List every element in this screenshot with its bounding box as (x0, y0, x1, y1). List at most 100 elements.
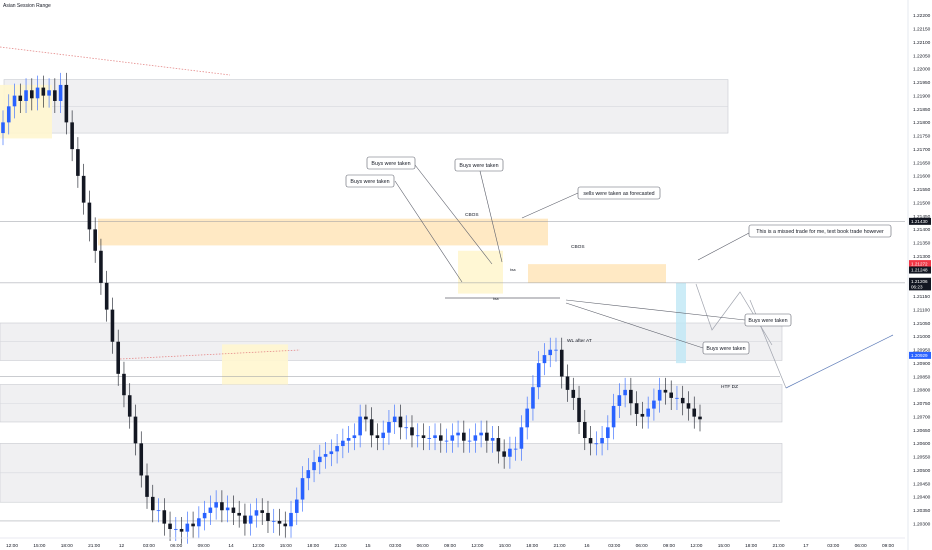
callouts-layer: Buys were taken Buys were taken Buys were … (345, 156, 892, 390)
y-tick-label: 1.22000 (913, 67, 931, 73)
candle-body (565, 376, 570, 390)
candle-body (277, 520, 282, 524)
x-tick-label: 18:00 (526, 543, 538, 549)
candle-body (600, 438, 604, 444)
candle-body (456, 432, 460, 436)
candle-body (53, 90, 57, 101)
candle-body (554, 349, 558, 351)
candle-body (369, 419, 374, 436)
chart-label: CBOS (465, 212, 479, 218)
price-tag (909, 217, 931, 225)
candle-body (623, 389, 627, 396)
candle-body (197, 518, 201, 527)
y-tick-label: 1.21750 (913, 134, 931, 140)
x-tick-label: 14 (228, 543, 234, 549)
callout-box (454, 158, 504, 172)
x-tick-label: 15:00 (499, 543, 511, 549)
y-tick-label: 1.20300 (913, 521, 931, 527)
candle-body (629, 389, 633, 404)
y-tick-label: 1.21650 (913, 160, 931, 166)
callout-box (744, 313, 792, 327)
candle-body (243, 515, 247, 524)
y-tick-label: 1.20900 (913, 361, 931, 367)
y-tick-label: 1.20600 (913, 441, 931, 447)
candle-body (110, 309, 115, 342)
zone-rect (528, 264, 666, 283)
x-tick-label: 06:00 (417, 543, 429, 549)
y-tick-label: 1.21800 (913, 120, 931, 126)
candle-body (582, 421, 587, 439)
candle-body (640, 413, 645, 417)
candle-body (254, 510, 259, 516)
candles-layer (1, 72, 702, 544)
y-tick-label: 1.20800 (913, 388, 931, 394)
callout-box (577, 186, 661, 200)
x-tick-label: 12:00 (471, 543, 483, 549)
callout-pointer (565, 302, 704, 349)
chart-label: CBOS (571, 244, 585, 250)
candle-body (127, 395, 132, 417)
trend-line (119, 349, 301, 360)
candle-body (577, 397, 581, 422)
x-tick-label: 09:00 (198, 543, 210, 549)
candle-body (450, 435, 455, 441)
candle-body (271, 520, 276, 522)
candle-body (652, 400, 656, 409)
candle-body (438, 435, 443, 441)
y-tick-label: 1.20750 (913, 401, 931, 407)
callout-text: Buys were taken (748, 318, 787, 324)
x-tick-label: 09:00 (882, 543, 894, 549)
x-tick-label: 21:00 (553, 543, 565, 549)
candle-body (410, 427, 414, 436)
candle-body (657, 389, 662, 401)
y-tick-label: 1.21950 (913, 80, 931, 86)
candle-body (156, 510, 161, 512)
x-tick-label: 15:00 (280, 543, 292, 549)
candle-body (133, 416, 138, 444)
candle-body (364, 416, 368, 420)
x-tick-label: 17 (803, 543, 809, 549)
candle-body (341, 440, 345, 447)
candle-body (531, 387, 535, 409)
x-tick-label: 18:00 (307, 543, 319, 549)
session-box (458, 250, 503, 294)
candle-body (162, 510, 167, 524)
candle-body (433, 435, 437, 439)
candle-body (519, 427, 524, 449)
callout-box (748, 224, 892, 238)
y-tick-label: 1.21000 (913, 334, 931, 340)
y-tick-label: 1.21500 (913, 200, 931, 206)
x-tick-label: 12:00 (690, 543, 702, 549)
candle-body (571, 389, 576, 398)
candle-body (606, 427, 610, 439)
candle-body (231, 507, 236, 513)
price-axis: 1.22200 1.22150 1.22100 1.22050 1.22000 1.219… (907, 0, 931, 550)
candle-body (536, 363, 541, 388)
candle-body (588, 438, 593, 444)
candle-body (300, 478, 305, 500)
y-tick-label: 1.21550 (913, 187, 931, 193)
candle-body (6, 106, 11, 123)
x-tick-label: 03:00 (389, 543, 401, 549)
candle-body (318, 456, 322, 463)
callout-pointer (697, 232, 750, 261)
y-tick-label: 1.21100 (913, 307, 930, 313)
candle-body (427, 438, 432, 439)
x-tick-label: 03:00 (143, 543, 155, 549)
candle-body (266, 512, 270, 521)
candle-body (323, 454, 328, 457)
x-tick-label: 15:00 (33, 543, 45, 549)
candle-body (76, 149, 80, 176)
candle-body (559, 349, 564, 377)
candle-body (214, 502, 218, 508)
candle-body (220, 502, 224, 511)
y-tick-label: 1.22050 (913, 53, 931, 59)
price-tag-text: 1.21206 (911, 279, 928, 284)
candle-body (12, 95, 17, 107)
candle-body (41, 87, 46, 96)
y-tick-label: 1.20400 (913, 495, 931, 501)
candle-body (122, 373, 126, 396)
